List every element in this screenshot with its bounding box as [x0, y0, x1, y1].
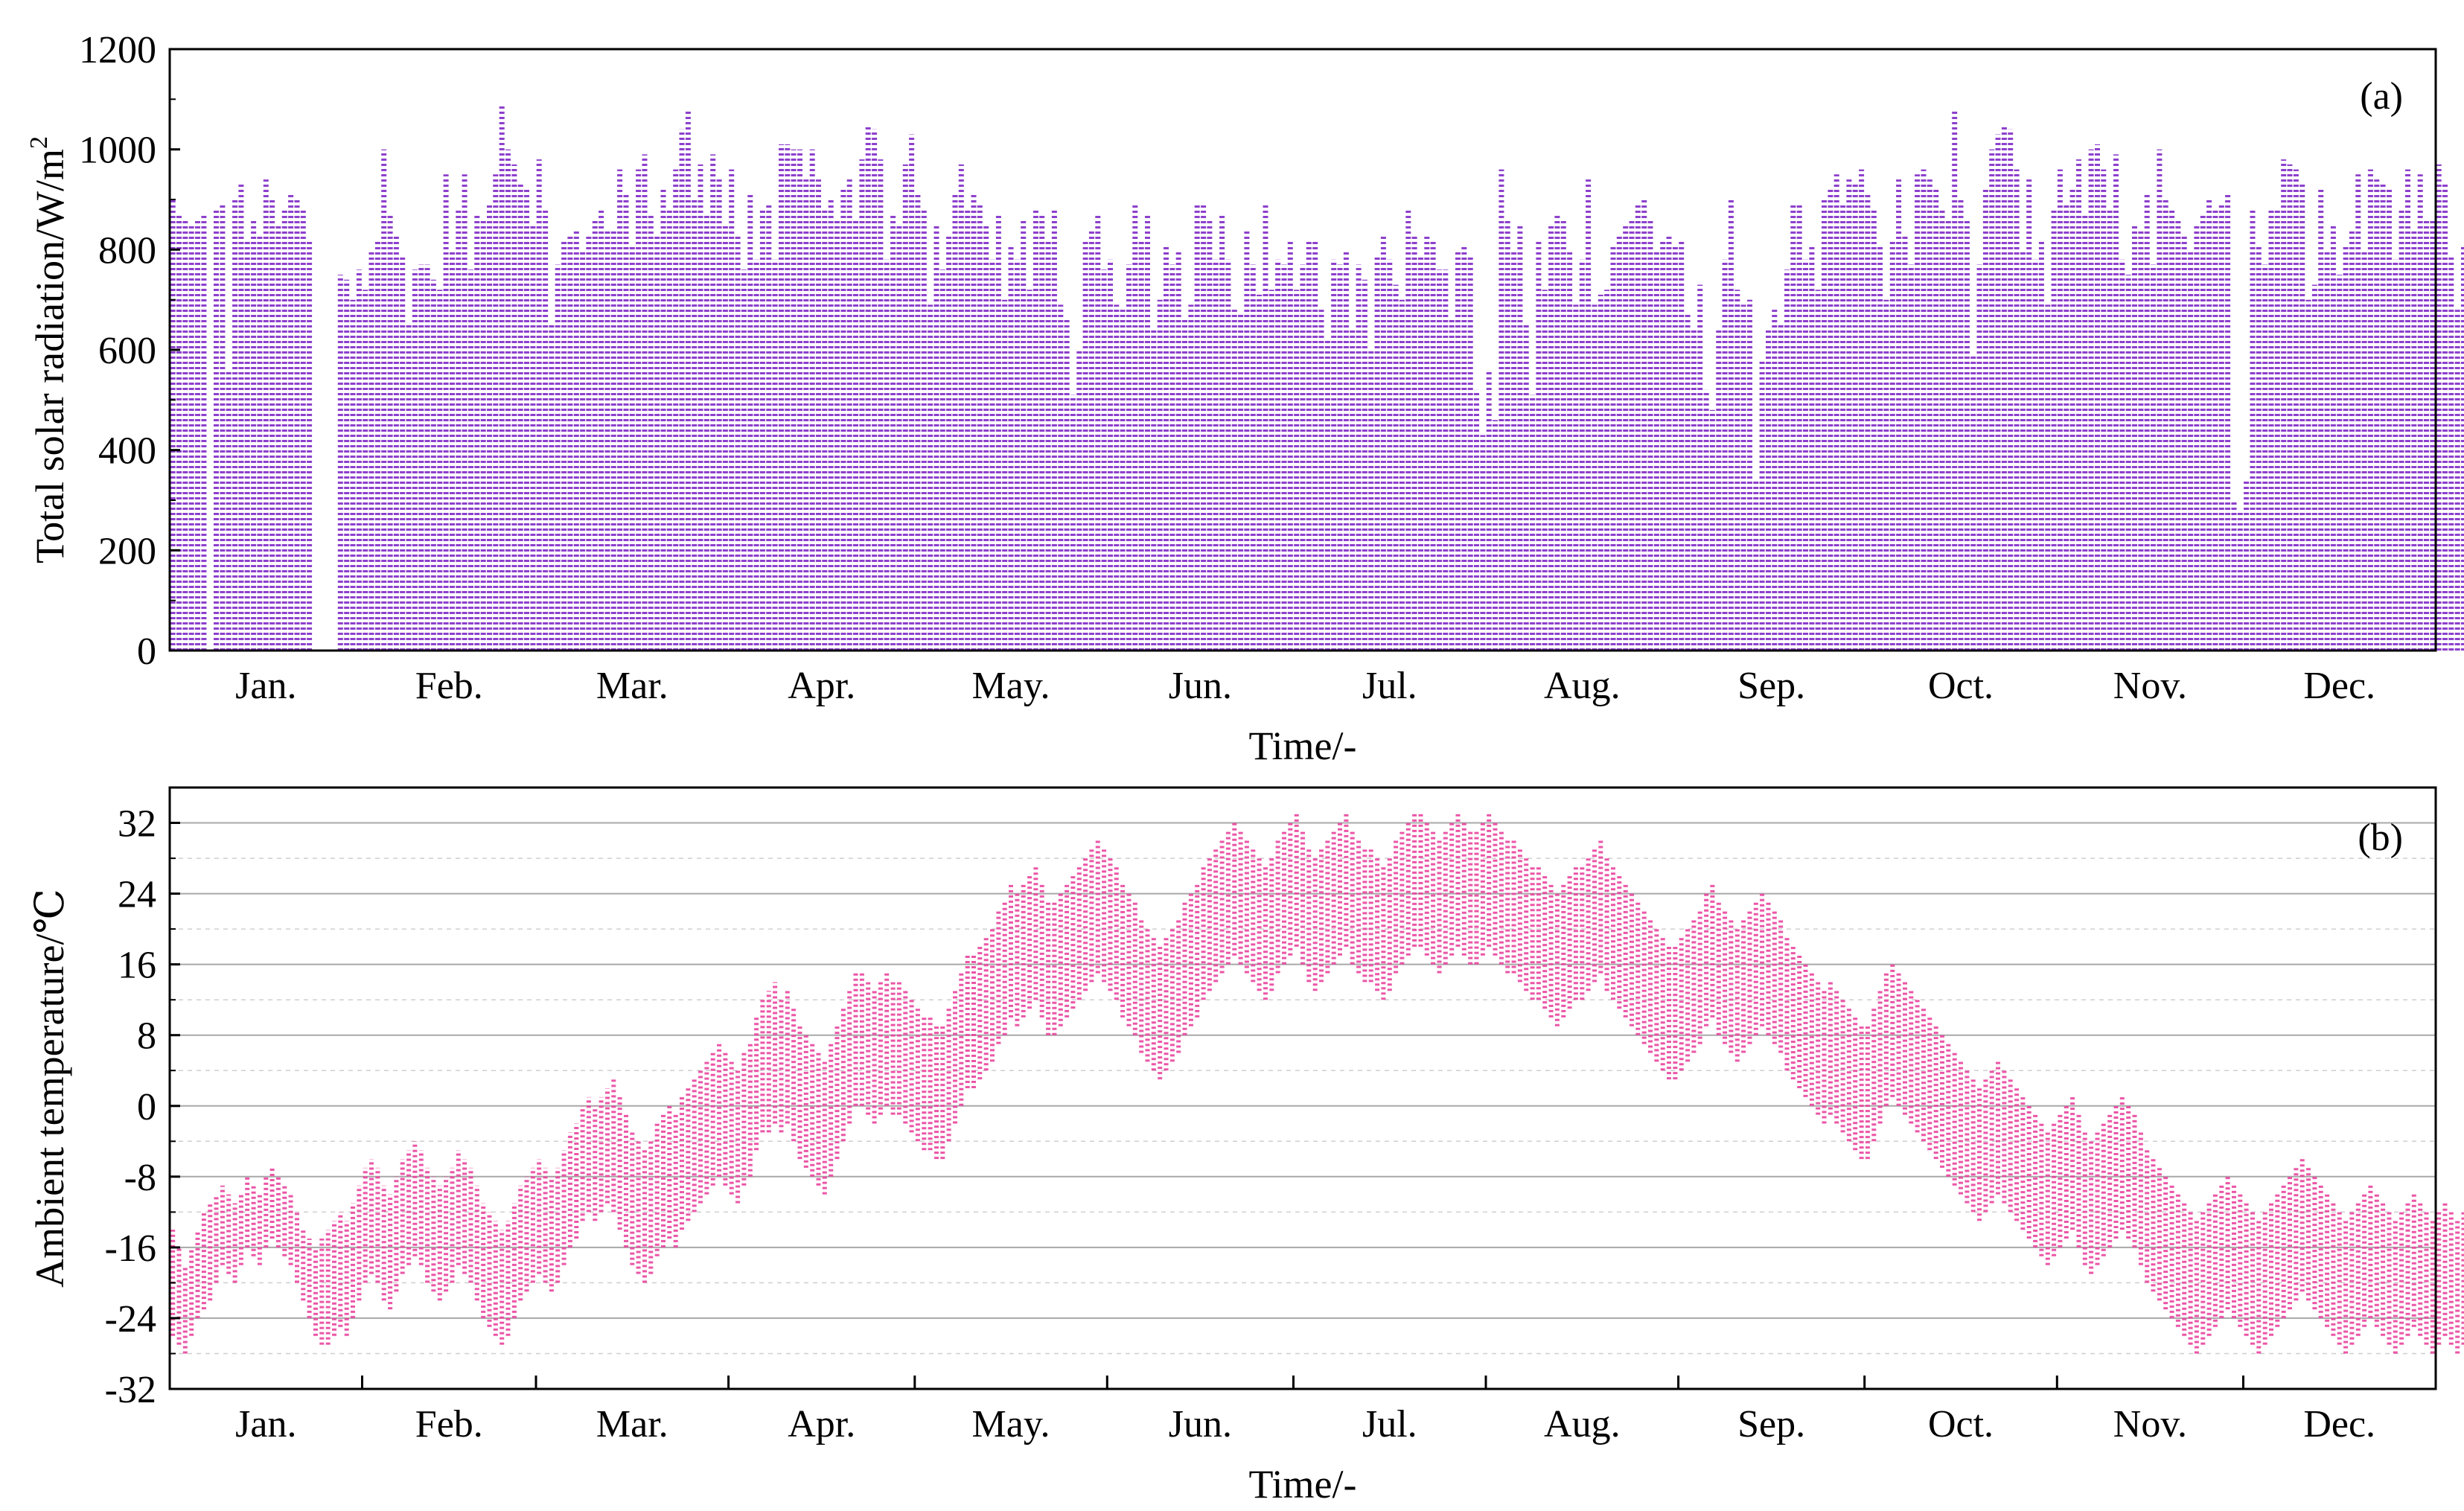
- x-axis-b-month-label: Aug.: [1544, 1403, 1621, 1445]
- y-axis-b-tick-label: 32: [118, 803, 156, 846]
- y-axis-a-tick-label: 1200: [79, 29, 156, 71]
- x-axis-a-month-label: Feb.: [415, 665, 483, 707]
- plot-frame-a: [168, 48, 2437, 652]
- y-axis-b-tick-label: 24: [118, 874, 156, 916]
- x-axis-a-month-label: Jun.: [1169, 665, 1232, 707]
- panel-label-b: (b): [2358, 817, 2403, 859]
- y-axis-a-tick-label: 200: [98, 530, 156, 572]
- y-axis-b-tick-label: -8: [124, 1157, 156, 1199]
- x-axis-a-month-label: Jul.: [1362, 665, 1417, 707]
- x-axis-b-month-label: Jun.: [1169, 1403, 1232, 1445]
- x-axis-a-month-label: Sep.: [1737, 665, 1805, 707]
- panel-label-a: (a): [2360, 75, 2403, 118]
- y-axis-label-a-superscript: 2: [25, 136, 53, 149]
- y-axis-b-tick-label: 16: [118, 945, 156, 987]
- y-axis-ticks-b: -32 -24 -16 -8 0 8 16 24 32: [105, 803, 180, 1411]
- x-axis-a-month-label: Oct.: [1928, 665, 1994, 707]
- x-axis-b-month-label: Dec.: [2303, 1403, 2375, 1445]
- x-axis-b-month-label: Nov.: [2113, 1403, 2187, 1445]
- x-axis-b-month-label: Sep.: [1737, 1403, 1805, 1445]
- x-axis-b-month-label: Jan.: [235, 1403, 296, 1445]
- x-axis-ticks-b: Jan. Feb. Mar. Apr. May. Jun. Jul. Aug. Sep. Oct.…: [235, 1376, 2375, 1445]
- y-axis-label-a: Total solar radiation/W/m2: [25, 136, 72, 563]
- radiation-bars: [170, 104, 2464, 651]
- x-axis-b-month-label: Feb.: [415, 1403, 483, 1445]
- plot-frame-b: [168, 786, 2437, 1390]
- y-axis-a-tick-label: 400: [98, 430, 156, 473]
- y-axis-a-tick-label: 0: [137, 630, 156, 673]
- x-axis-label-b: Time/-: [1248, 1462, 1356, 1507]
- y-axis-label-b: Ambient temperature/℃: [28, 889, 72, 1288]
- x-axis-a-month-label: Dec.: [2303, 665, 2375, 707]
- y-axis-ticks-a: 0 200 400 600 800 1000 1200: [79, 29, 180, 673]
- x-axis-a-month-label: May.: [972, 665, 1050, 707]
- x-axis-a-month-label: Aug.: [1544, 665, 1621, 707]
- temperature-series: [170, 814, 2464, 1354]
- y-axis-b-tick-label: -32: [105, 1369, 156, 1411]
- y-axis-a-tick-label: 800: [98, 229, 156, 272]
- grid-lines-b: [170, 822, 2436, 1355]
- y-axis-label-a-main: Total solar radiation/W/m: [28, 149, 72, 563]
- x-axis-label-a: Time/-: [1248, 723, 1356, 768]
- x-axis-ticks-a: Jan. Feb. Mar. Apr. May. Jun. Jul. Aug. Sep. Oct.…: [235, 665, 2375, 707]
- x-axis-b-month-label: May.: [972, 1403, 1050, 1445]
- y-axis-a-tick-label: 1000: [79, 130, 156, 172]
- x-axis-a-month-label: Apr.: [788, 665, 855, 707]
- x-axis-a-month-label: Nov.: [2113, 665, 2187, 707]
- x-axis-a-month-label: Jan.: [235, 665, 296, 707]
- x-axis-b-month-label: Jul.: [1362, 1403, 1417, 1445]
- x-axis-b-month-label: Apr.: [788, 1403, 855, 1445]
- x-axis-b-month-label: Mar.: [596, 1403, 668, 1445]
- x-axis-b-month-label: Oct.: [1928, 1403, 1994, 1445]
- y-axis-b-tick-label: 8: [137, 1015, 156, 1058]
- y-axis-b-tick-label: -24: [105, 1298, 156, 1341]
- y-axis-b-tick-label: 0: [137, 1086, 156, 1128]
- x-axis-a-month-label: Mar.: [596, 665, 668, 707]
- panel-a: 0 200 400 600 800 1000 1200 Jan. Feb. Mar. Apr. Ma…: [25, 29, 2464, 768]
- y-axis-b-tick-label: -16: [105, 1227, 156, 1270]
- y-axis-a-tick-label: 600: [98, 330, 156, 372]
- panel-b: -32 -24 -16 -8 0 8 16 24 32 Jan. Feb. Mar. Apr. May.…: [28, 786, 2464, 1507]
